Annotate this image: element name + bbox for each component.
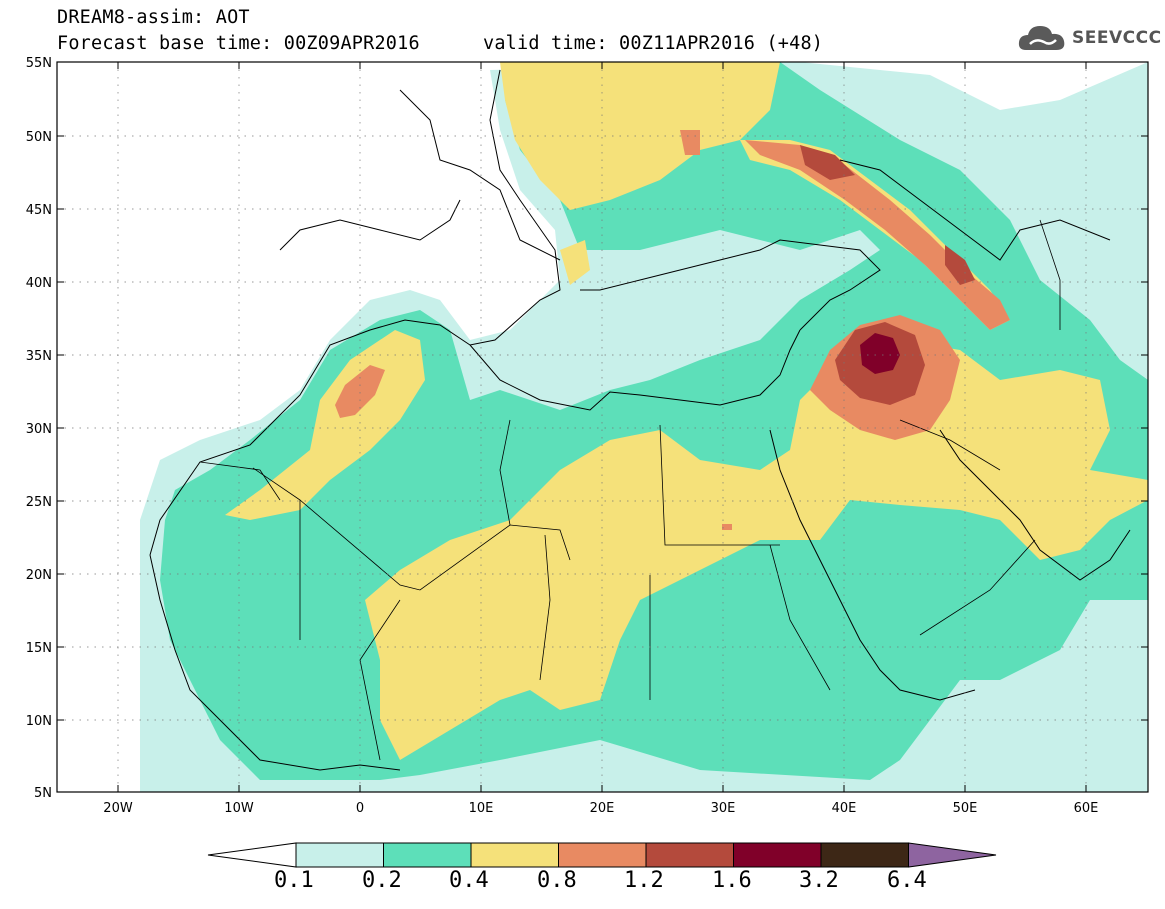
lon-label: 0: [356, 801, 364, 816]
lon-label: 20E: [590, 801, 615, 816]
lon-label: 20W: [103, 801, 133, 816]
colorbar-label: 6.4: [887, 868, 927, 893]
lat-label: 10N: [26, 714, 52, 729]
colorbar-segment: [820, 842, 909, 868]
colorbar: [207, 842, 997, 868]
lon-label: 10E: [469, 801, 494, 816]
seevccc-logo: SEEVCCC: [1018, 22, 1161, 54]
axis-ticks: [57, 61, 1148, 793]
aot-contour-1.6: [860, 333, 900, 374]
colorbar-label: 0.1: [274, 868, 314, 893]
lat-label: 50N: [26, 130, 52, 145]
lon-label: 30E: [711, 801, 736, 816]
colorbar-label: 1.2: [624, 868, 664, 893]
lon-label: 50E: [953, 801, 978, 816]
country-borders: [199, 219, 1061, 761]
lon-label: 10W: [224, 801, 254, 816]
colorbar-label: 0.4: [449, 868, 489, 893]
colorbar-segment: [645, 842, 734, 868]
valid-time: valid time: 00Z11APR2016 (+48): [483, 33, 824, 54]
colorbar-segment: [295, 842, 384, 868]
lon-label: 60E: [1074, 801, 1099, 816]
model-title: DREAM8-assim: AOT: [57, 7, 250, 28]
colorbar-segment: [383, 842, 472, 868]
forecast-base-time: Forecast base time: 00Z09APR2016: [57, 33, 420, 54]
longitude-labels: 20W 10W 0 10E 20E 30E 40E 50E 60E: [103, 801, 1098, 816]
colorbar-label: 1.6: [712, 868, 752, 893]
coastlines: [149, 69, 1131, 771]
lat-label: 5N: [34, 786, 52, 801]
colorbar-label: 3.2: [799, 868, 839, 893]
colorbar-segment: [470, 842, 559, 868]
colorbar-label: 0.8: [537, 868, 577, 893]
lat-label: 40N: [26, 276, 52, 291]
lat-label: 20N: [26, 568, 52, 583]
lat-label: 30N: [26, 422, 52, 437]
lat-label: 45N: [26, 203, 52, 218]
colorbar-segment: [908, 842, 997, 868]
lat-label: 25N: [26, 495, 52, 510]
latitude-labels: 55N 50N 45N 40N 35N 30N 25N 20N 15N 10N …: [26, 56, 52, 801]
cloud-icon: [1018, 26, 1065, 50]
colorbar-label: 0.2: [362, 868, 402, 893]
lon-label: 40E: [832, 801, 857, 816]
colorbar-segment: [733, 842, 822, 868]
logo-text: SEEVCCC: [1072, 28, 1162, 48]
colorbar-segment: [558, 842, 647, 868]
colorbar-segment: [207, 842, 297, 868]
lat-label: 15N: [26, 641, 52, 656]
graticule: [57, 62, 1148, 792]
lat-label: 55N: [26, 56, 52, 71]
aot-field: [57, 62, 1148, 792]
lat-label: 35N: [26, 349, 52, 364]
